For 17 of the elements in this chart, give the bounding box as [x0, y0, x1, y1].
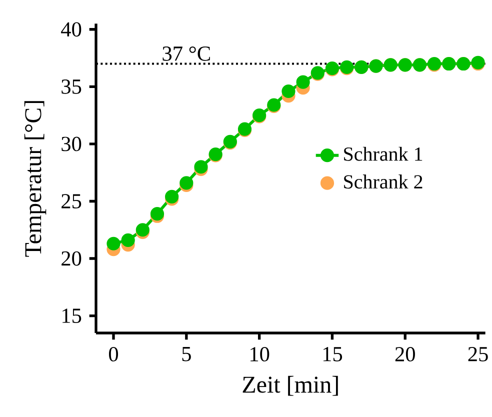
x-tick-label: 5	[182, 347, 191, 362]
x-tick-label: 15	[323, 347, 342, 362]
x-tick-label: 10	[250, 347, 270, 362]
y-tick-label: 25	[62, 194, 82, 208]
x-axis-title: Zeit [min]	[242, 376, 338, 396]
y-tick-label: 30	[62, 136, 82, 152]
y-tick-label: 40	[61, 22, 82, 37]
y-axis-title: Temperatur [°C]	[24, 101, 46, 257]
y-tick-label: 20	[62, 251, 82, 266]
legend-label: Schrank 2	[344, 174, 422, 189]
x-tick-label: 20	[395, 347, 415, 362]
x-tick-label: 0	[108, 347, 118, 362]
ref-line-label: 37 °C	[162, 46, 210, 61]
legend-label: Schrank 1	[344, 146, 422, 161]
x-tick-label: 25	[468, 347, 488, 362]
y-tick-label: 15	[62, 308, 82, 323]
y-tick-label: 35	[62, 80, 82, 94]
